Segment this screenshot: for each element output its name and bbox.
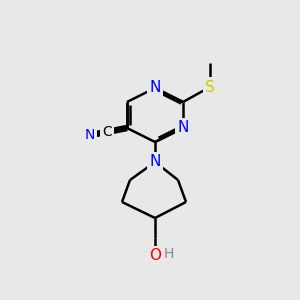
Text: N: N	[149, 80, 161, 95]
Text: O: O	[149, 248, 161, 263]
Text: H: H	[164, 247, 174, 261]
Text: C: C	[102, 125, 112, 139]
Text: N: N	[85, 128, 95, 142]
Text: N: N	[149, 154, 161, 169]
Text: N: N	[177, 121, 189, 136]
Text: S: S	[205, 80, 215, 94]
